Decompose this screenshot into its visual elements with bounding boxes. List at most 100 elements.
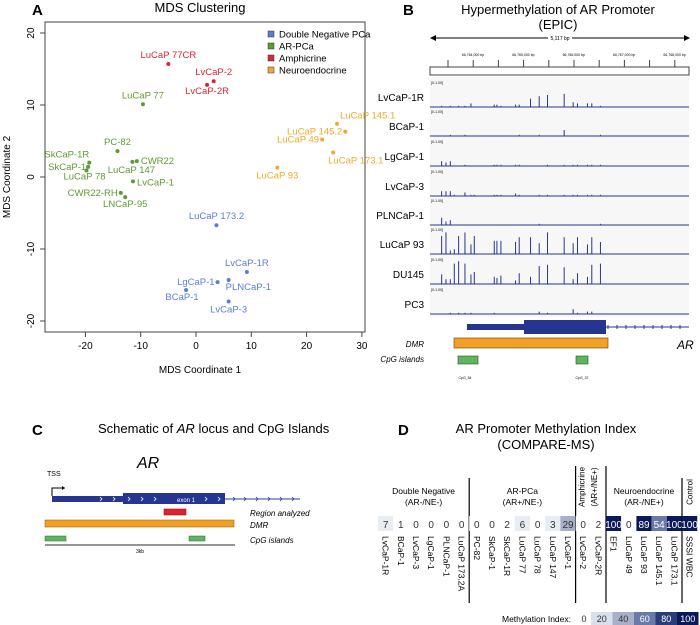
strand-arrow-icon bbox=[140, 496, 144, 502]
cpg-island-2 bbox=[575, 355, 589, 365]
methylation-track: [0-1.00] DU145 bbox=[393, 258, 689, 285]
sample-label: LvCaP-1 bbox=[563, 536, 573, 569]
legend-swatch bbox=[655, 612, 677, 625]
point-label: LvCaP-1 bbox=[137, 177, 174, 188]
dmr-label: DMR bbox=[406, 340, 424, 349]
methylation-track: [0-1.00] BCaP-1 bbox=[389, 110, 689, 137]
group-subtitle: (AR+/NE+) bbox=[590, 467, 599, 506]
data-point bbox=[275, 165, 280, 170]
sample-label: LvCaP-2R bbox=[593, 536, 603, 575]
legend-label: Methylation Index: bbox=[502, 614, 571, 624]
methylation-cell bbox=[454, 516, 470, 531]
strand-arrow-icon bbox=[255, 496, 259, 502]
y-tick-label: 0 bbox=[26, 174, 37, 180]
sample-label: LuCaP 77 bbox=[517, 536, 527, 574]
sample-label: LuCaP 145.1 bbox=[654, 536, 664, 586]
span-label: 5,117 bp bbox=[550, 36, 569, 42]
track-range: [0-1.00] bbox=[431, 81, 443, 85]
data-point bbox=[84, 168, 89, 173]
strand-arrow-icon bbox=[153, 496, 157, 502]
tss-arrow-icon bbox=[51, 487, 65, 496]
legend-swatch bbox=[267, 30, 275, 38]
legend-entry: Double Negative PCa bbox=[279, 30, 371, 41]
x-tick-label: -10 bbox=[133, 341, 148, 352]
x-axis-label: MDS Coordinate 1 bbox=[159, 365, 242, 376]
legend-bin-label: 80 bbox=[661, 614, 671, 624]
legend-swatch bbox=[267, 66, 275, 74]
methylation-value: 89 bbox=[638, 520, 650, 531]
coordinate-label: 66,766,000 bp bbox=[563, 53, 585, 57]
strand-arrow-icon bbox=[217, 496, 221, 502]
track-name: LgCaP-1 bbox=[385, 152, 425, 163]
sample-label: LuCaP 78 bbox=[533, 536, 543, 574]
methylation-cell bbox=[606, 516, 622, 531]
point-label: LuCaP 173.1 bbox=[328, 156, 383, 167]
y-axis-label: MDS Coordinate 2 bbox=[2, 135, 13, 218]
track-range: [0-1.00] bbox=[431, 258, 443, 262]
methylation-cell bbox=[636, 516, 652, 531]
group-subtitle: (AR-/NE+) bbox=[624, 497, 664, 507]
dmr-bar bbox=[44, 519, 235, 528]
x-tick-label: 30 bbox=[356, 341, 368, 352]
point-label: LuCaP 49 bbox=[277, 135, 319, 146]
panel-b-subtitle: (EPIC) bbox=[539, 17, 578, 32]
panel-d-subtitle: (COMPARE-MS) bbox=[497, 437, 594, 452]
x-tick-label: 0 bbox=[193, 341, 199, 352]
methylation-cell bbox=[590, 516, 606, 531]
group-name: AR-PCa bbox=[507, 486, 538, 496]
point-label: LuCaP 77 bbox=[122, 90, 164, 101]
cpg-name: CpG_37 bbox=[575, 376, 588, 380]
data-point bbox=[140, 102, 145, 107]
track-range: [0-1.00] bbox=[431, 170, 443, 174]
methylation-track: [0-1.00] LgCaP-1 bbox=[385, 140, 689, 167]
methylation-cell bbox=[393, 516, 409, 531]
data-point bbox=[335, 121, 340, 126]
coordinate-label: 66,765,000 bp bbox=[512, 53, 534, 57]
cpg-label: CpG islands bbox=[380, 355, 424, 364]
methylation-value: 1 bbox=[398, 520, 404, 531]
data-point bbox=[205, 82, 210, 87]
point-label: LuCaP 93 bbox=[256, 171, 298, 182]
track-name: LuCaP 93 bbox=[380, 240, 425, 251]
data-point bbox=[226, 277, 231, 282]
methylation-value: 0 bbox=[444, 520, 450, 531]
methylation-track: [0-1.00] LuCaP 93 bbox=[380, 228, 689, 255]
exon-block bbox=[123, 493, 225, 504]
legend: Double Negative PCaAR-PCaAmphicrineNeuro… bbox=[267, 30, 371, 77]
utr-block bbox=[52, 496, 124, 502]
legend-bin-label: 60 bbox=[640, 614, 650, 624]
strand-arrow-icon bbox=[291, 496, 295, 502]
sample-group: Neuroendocrine(AR-/NE+) 100 EF1 0 LuCaP 49 89… bbox=[605, 486, 683, 586]
point-label: LvCaP-2 bbox=[195, 67, 232, 78]
point-label: LuCaP 145.1 bbox=[340, 111, 395, 122]
methylation-cell bbox=[514, 516, 530, 531]
methylation-cell bbox=[560, 516, 576, 531]
strand-arrow-icon bbox=[279, 496, 283, 502]
x-tick-label: 10 bbox=[246, 341, 258, 352]
data-point bbox=[244, 270, 249, 275]
methylation-cell bbox=[666, 516, 682, 531]
methylation-value: 0 bbox=[459, 520, 465, 531]
legend-bin-label: 100 bbox=[680, 614, 695, 624]
sample-label: SkCaP-1 bbox=[487, 536, 497, 570]
legend-swatch bbox=[591, 612, 613, 625]
legend-bin-label: 20 bbox=[597, 614, 607, 624]
group-subtitle: (AR-/NE-) bbox=[405, 497, 442, 507]
methylation-value: 0 bbox=[626, 520, 632, 531]
methylation-track: [0-1.00] PLNCaP-1 bbox=[376, 199, 689, 226]
track-range: [0-1.00] bbox=[431, 288, 443, 292]
gene-label: AR bbox=[676, 338, 694, 352]
methylation-value: 100 bbox=[605, 520, 622, 531]
panel-b: B Hypermethylation of AR Promoter (EPIC)… bbox=[376, 2, 694, 380]
methylation-value: 0 bbox=[474, 520, 480, 531]
methylation-cell bbox=[484, 516, 500, 531]
panel-c-letter: C bbox=[32, 422, 43, 439]
region-analyzed-bar bbox=[163, 508, 187, 516]
panel-d-title: AR Promoter Methylation Index bbox=[456, 421, 637, 436]
sample-label: LvCaP-3 bbox=[411, 536, 421, 569]
point-label: LgCaP-1 bbox=[177, 277, 215, 288]
methylation-cell bbox=[651, 516, 667, 531]
panel-b-letter: B bbox=[403, 2, 414, 19]
sample-group: Amphicrine (AR+/NE+) 0 LvCaP-2 2 LvCaP-2R bbox=[575, 466, 606, 575]
methylation-value: 3 bbox=[550, 520, 556, 531]
